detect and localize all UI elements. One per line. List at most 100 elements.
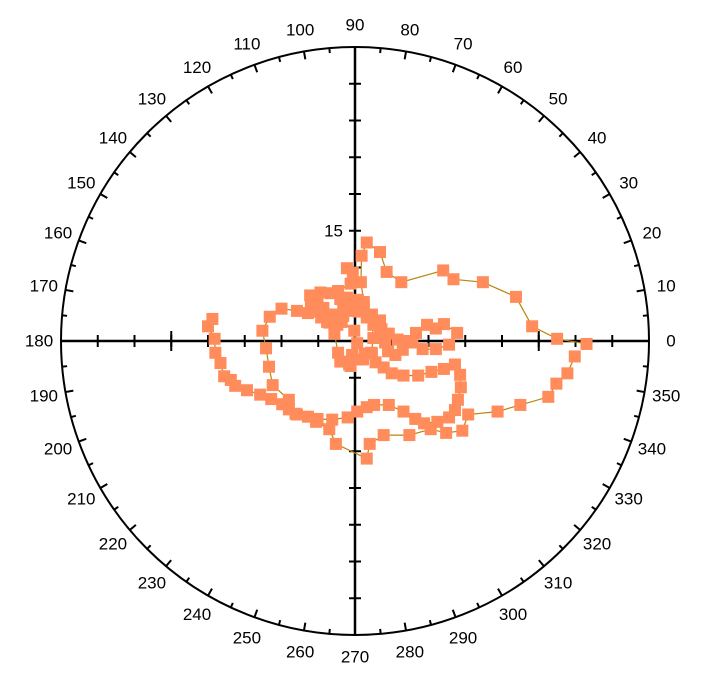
data-point [351, 337, 364, 350]
angle-tick-label: 200 [44, 440, 72, 459]
data-point [491, 405, 504, 418]
angle-tick-label: 20 [642, 223, 661, 242]
data-point [410, 326, 423, 339]
angle-tick [99, 193, 108, 199]
angle-tick [451, 609, 457, 618]
data-point [363, 437, 376, 450]
angle-ticks [61, 47, 649, 635]
angle-tick-label: 60 [504, 58, 523, 77]
angle-tick-label: 290 [449, 628, 477, 647]
data-point [348, 324, 361, 337]
data-point [209, 346, 222, 359]
data-point [351, 405, 364, 418]
angle-tick [403, 51, 408, 60]
angle-tick [277, 56, 282, 63]
data-point [214, 357, 227, 370]
data-point [580, 337, 593, 350]
angle-tick [403, 622, 408, 631]
angle-tick [277, 619, 282, 626]
angle-tick-label: 220 [99, 535, 127, 554]
data-markers [202, 236, 593, 465]
angle-tick [302, 622, 307, 631]
data-point [353, 353, 366, 366]
angle-tick-label: 210 [67, 490, 95, 509]
data-point [260, 342, 273, 355]
angle-tick-label: 140 [99, 128, 127, 147]
angle-tick-label: 50 [549, 89, 568, 108]
angle-tick-label: 270 [341, 648, 369, 667]
data-point [343, 304, 356, 317]
angle-tick [616, 215, 622, 220]
data-point [514, 398, 527, 411]
data-point [208, 332, 221, 345]
angle-tick-label: 170 [30, 277, 58, 296]
data-point [437, 362, 450, 375]
angle-tick-label: 260 [286, 643, 314, 662]
angle-tick [616, 462, 622, 467]
angle-tick [65, 389, 74, 394]
data-point [437, 318, 450, 331]
data-point [380, 265, 393, 278]
angle-tick [146, 544, 152, 550]
angle-tick-label: 230 [138, 574, 166, 593]
data-point [373, 246, 386, 259]
angle-tick-label: 330 [614, 490, 642, 509]
data-point [509, 290, 522, 303]
data-point [202, 320, 214, 333]
angle-tick [519, 577, 525, 583]
data-point [311, 295, 324, 308]
angle-tick-label: 340 [638, 440, 666, 459]
angle-tick-label: 130 [138, 89, 166, 108]
angle-tick-label: 240 [183, 605, 211, 624]
data-point [451, 393, 464, 406]
angle-tick [185, 99, 191, 105]
data-point [301, 410, 314, 423]
data-point [355, 249, 368, 262]
data-point [418, 417, 431, 430]
angle-tick [70, 414, 77, 419]
angle-tick [476, 74, 481, 80]
data-point [542, 390, 555, 403]
data-point [354, 276, 367, 289]
data-point [416, 343, 429, 356]
data-point [403, 429, 416, 442]
data-point [568, 350, 581, 363]
angle-tick [591, 505, 597, 511]
data-point [429, 343, 442, 356]
angle-tick-label: 0 [666, 332, 675, 351]
angle-tick-label: 70 [454, 35, 473, 54]
angle-tick-label: 90 [346, 16, 365, 35]
data-point [323, 423, 336, 436]
data-point [412, 369, 425, 382]
angle-tick [65, 288, 74, 293]
data-point [406, 336, 419, 349]
angle-tick [633, 414, 640, 419]
data-point [265, 393, 278, 406]
data-point [266, 379, 279, 392]
angle-tick [623, 239, 632, 245]
angle-tick-label: 280 [396, 643, 424, 662]
data-point [397, 405, 410, 418]
data-point [443, 338, 456, 351]
angle-tick [165, 115, 172, 123]
angle-tick [88, 462, 94, 467]
angle-tick-label: 190 [30, 386, 58, 405]
angle-tick [573, 151, 581, 158]
angle-tick [253, 64, 259, 73]
angle-tick-label: 110 [233, 35, 260, 54]
angle-tick [113, 171, 119, 177]
angle-tick-label: 40 [588, 128, 607, 147]
angle-tick [591, 171, 597, 177]
data-point [340, 262, 353, 275]
angle-tick [602, 193, 611, 199]
angle-tick-label: 180 [25, 332, 53, 351]
angle-tick [253, 609, 259, 618]
data-point [289, 407, 302, 420]
data-point [451, 326, 464, 339]
angle-tick [538, 559, 545, 567]
data-point [395, 276, 408, 289]
angle-tick [636, 389, 645, 394]
angle-tick-label: 320 [583, 535, 611, 554]
data-point [360, 236, 373, 249]
